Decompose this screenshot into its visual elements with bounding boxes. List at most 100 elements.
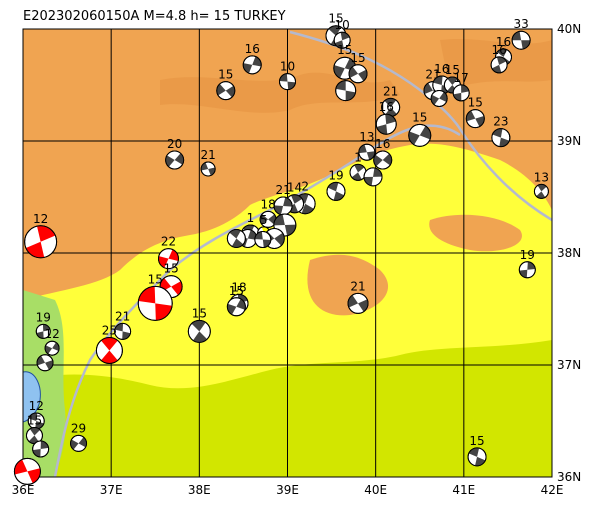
event-beachball (36, 354, 54, 372)
event-beachball: 16 (373, 137, 393, 170)
event-beachball: 15 (408, 110, 432, 147)
event-beachball: 15 (137, 272, 173, 321)
beachball-compressional-quadrant (174, 153, 184, 165)
event-depth-label: 15 (163, 262, 178, 276)
beachball-compressional-quadrant (229, 229, 241, 239)
event-depth-label: 21 (350, 279, 365, 293)
beachball-compressional-quadrant (366, 151, 375, 160)
event-beachball: 16 (242, 42, 262, 75)
event-depth-label: 2 (301, 180, 309, 194)
beachball-compressional-quadrant (536, 191, 546, 199)
beachball-compressional-quadrant (461, 84, 470, 93)
map-title: E202302060150A M=4.8 h= 15 TURKEY (23, 9, 286, 24)
event-beachball: 16 (490, 43, 508, 74)
event-beachball: 13 (358, 130, 376, 161)
beachball-compressional-quadrant (382, 153, 392, 166)
event-beachball: 15 (348, 51, 368, 84)
beachball-ring (430, 89, 448, 107)
beachball-ring (254, 231, 272, 249)
map-border (22, 28, 553, 478)
beachball-compressional-quadrant (29, 427, 41, 436)
event-beachball: 15 (467, 434, 487, 467)
beachball-compressional-quadrant (358, 299, 369, 312)
event-depth-label: 12 (44, 327, 59, 341)
beachball-compressional-quadrant (171, 281, 183, 296)
beachball-compressional-quadrant (384, 98, 397, 108)
event-depth-label: 20 (167, 137, 182, 151)
event-beachball: 33 (511, 17, 531, 50)
event-beachball: 10 (333, 18, 351, 49)
longitude-label: 42E (541, 483, 564, 497)
event-depth-label: 1 (247, 211, 255, 225)
beachball-compressional-quadrant (32, 449, 41, 457)
event-depth-label: 12 (33, 212, 48, 226)
event-depth-label: 15 (468, 96, 483, 110)
event-beachball (363, 167, 383, 187)
beachball-compressional-quadrant (274, 205, 284, 215)
event-depth-label: 10 (335, 18, 350, 32)
latitude-label: 39N (557, 134, 581, 148)
beachball-compressional-quadrant (70, 439, 79, 450)
beachball-compressional-quadrant (40, 441, 49, 449)
event-depth-label: 16 (375, 137, 390, 151)
beachball-compressional-quadrant (349, 66, 359, 78)
beachball-ring (373, 150, 393, 170)
beachball-ring (347, 292, 369, 314)
latitude-label: 37N (557, 358, 581, 372)
beachball-compressional-quadrant (433, 76, 443, 85)
event-beachball: 21 (273, 183, 293, 216)
event-depth-label: 14 (287, 181, 302, 195)
longitude-label: 37E (100, 483, 123, 497)
beachball-ring (511, 30, 531, 50)
event-depth-label: 15 (350, 51, 365, 65)
event-depth-label: 25 (102, 323, 117, 337)
beachball-compressional-quadrant (512, 31, 522, 41)
event-beachball: 29 (70, 421, 88, 452)
event-beachball: 12 (27, 399, 45, 430)
beachball-compressional-quadrant (497, 49, 508, 57)
event-beachball (32, 440, 50, 458)
beachball-ring (358, 143, 376, 161)
beachball-compressional-quadrant (274, 232, 285, 246)
event-depth-label: 16 (496, 35, 511, 49)
event-beachball: 1 (349, 150, 367, 181)
event-beachball: 19 (518, 248, 536, 279)
beachball-ring (465, 109, 485, 129)
event-beachball: 15 (187, 306, 211, 343)
beachball-compressional-quadrant (193, 331, 208, 343)
event-beachball: 18 (259, 197, 277, 228)
beachball-ring (35, 323, 51, 339)
event-depth-label: 15 (469, 434, 484, 448)
event-depth-label: 16 (379, 100, 394, 114)
beachball-compressional-quadrant (28, 435, 40, 444)
beachball-compressional-quadrant (227, 303, 237, 315)
event-depth-label: 15 (337, 43, 352, 57)
event-depth-label: 15 (412, 110, 427, 124)
event-depth-label: 21 (383, 84, 398, 98)
event-beachball: 12 (44, 327, 60, 356)
event-depth-label: 15 (27, 414, 42, 428)
event-beachball (254, 231, 272, 249)
beachball-compressional-quadrant (35, 421, 44, 429)
beachball-compressional-quadrant (279, 73, 288, 82)
earthquake-events: 3316161615101510151521161521161517152313… (13, 12, 549, 485)
beachball-ring (95, 336, 123, 364)
event-beachball (226, 228, 246, 248)
beachball-compressional-quadrant (225, 85, 235, 98)
beachball-compressional-quadrant (408, 131, 420, 145)
longitude-labels: 36E 37E 38E 39E 40E 41E 42E (12, 483, 564, 497)
beachball-compressional-quadrant (273, 214, 285, 226)
event-depth-label: 5 (260, 213, 268, 227)
beachball-compressional-quadrant (236, 298, 246, 310)
beachball-compressional-quadrant (191, 320, 206, 332)
beachball-ring (363, 167, 383, 187)
event-depth-label: 22 (161, 235, 176, 249)
event-beachball: 10 (279, 60, 296, 91)
event-beachball: 21 (347, 279, 369, 314)
event-depth-label: 15 (148, 272, 163, 286)
beachball-compressional-quadrant (216, 83, 226, 96)
longitude-label: 40E (364, 483, 387, 497)
beachball-compressional-quadrant (431, 94, 440, 105)
beachball-compressional-quadrant (364, 176, 374, 186)
beachball-ring (533, 183, 549, 199)
